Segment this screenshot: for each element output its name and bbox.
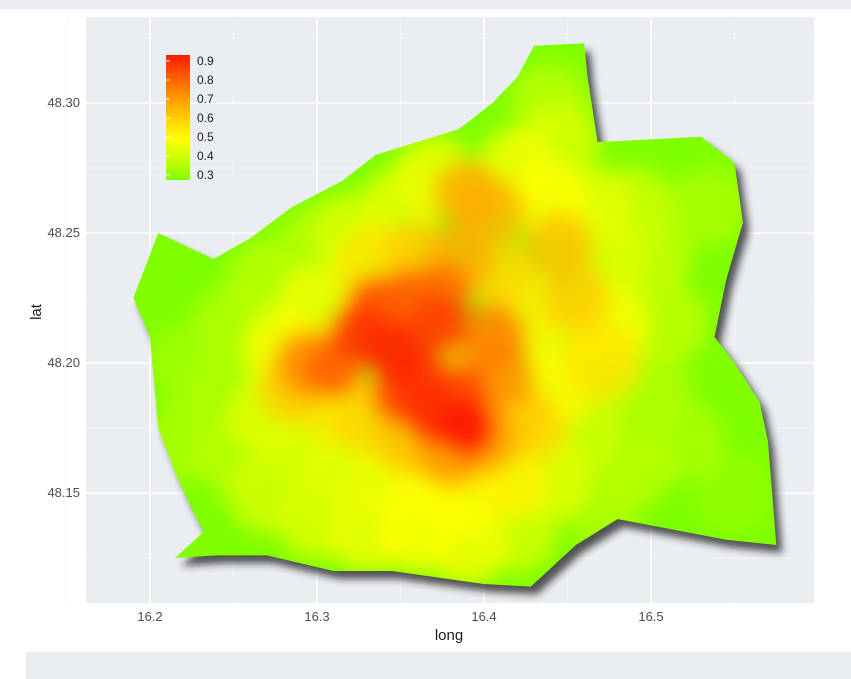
y-tick-label: 48.20	[47, 355, 80, 370]
legend-label: 0.4	[197, 149, 214, 163]
top-band	[0, 0, 851, 9]
heat-cell	[525, 212, 594, 280]
heat-cell	[694, 453, 775, 533]
heat-cell	[362, 320, 423, 380]
heat-cell	[407, 294, 468, 354]
heat-cell	[377, 492, 458, 572]
y-axis-title: lat	[28, 303, 45, 320]
x-axis-ticks: 16.2 16.3 16.4 16.5	[137, 609, 663, 624]
x-tick-label: 16.3	[304, 609, 329, 624]
heat-cell	[541, 264, 610, 332]
x-tick-label: 16.4	[471, 609, 496, 624]
x-tick-label: 16.5	[638, 609, 663, 624]
heat-cell	[458, 303, 527, 371]
y-axis-ticks: 48.30 48.25 48.20 48.15	[47, 95, 80, 500]
legend-label: 0.5	[197, 130, 214, 144]
heat-cell	[437, 398, 498, 458]
legend: 0.9 0.8 0.7 0.6 0.5 0.4 0.3	[166, 54, 214, 182]
bottom-band	[26, 652, 851, 679]
legend-label: 0.6	[197, 111, 214, 125]
heat-cell	[433, 160, 502, 228]
legend-label: 0.9	[197, 54, 214, 68]
heat-cell	[669, 167, 750, 247]
legend-label: 0.3	[197, 168, 214, 182]
heat-cell	[627, 284, 708, 364]
heat-cells	[143, 63, 775, 585]
x-tick-label: 16.2	[137, 609, 162, 624]
legend-label: 0.7	[197, 92, 214, 106]
legend-label: 0.8	[197, 73, 214, 87]
heat-cell	[560, 323, 641, 403]
y-tick-label: 48.15	[47, 485, 80, 500]
x-axis-title: long	[435, 627, 463, 644]
y-tick-label: 48.30	[47, 95, 80, 110]
y-tick-label: 48.25	[47, 225, 80, 240]
map-fill-group	[133, 43, 777, 587]
